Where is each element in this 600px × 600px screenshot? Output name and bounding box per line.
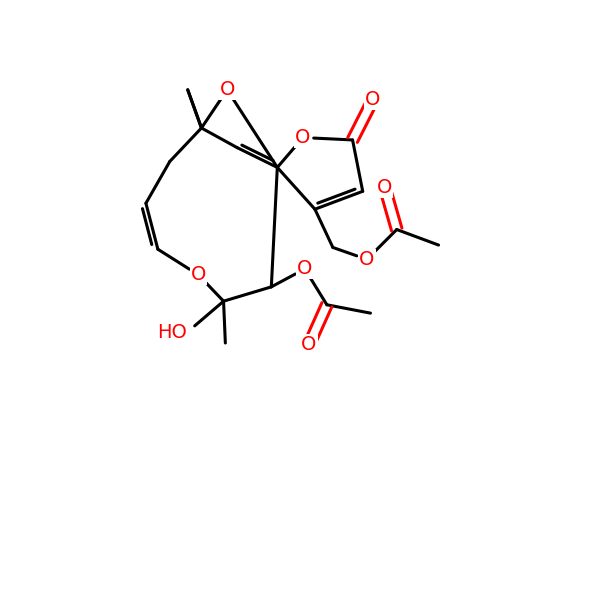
Text: O: O bbox=[297, 259, 313, 278]
Text: O: O bbox=[220, 80, 235, 99]
Text: O: O bbox=[359, 250, 374, 269]
Text: O: O bbox=[377, 178, 392, 197]
Text: O: O bbox=[301, 335, 317, 354]
Text: HO: HO bbox=[157, 323, 187, 343]
Text: O: O bbox=[365, 91, 380, 109]
Text: O: O bbox=[295, 128, 311, 147]
Text: O: O bbox=[191, 265, 206, 284]
